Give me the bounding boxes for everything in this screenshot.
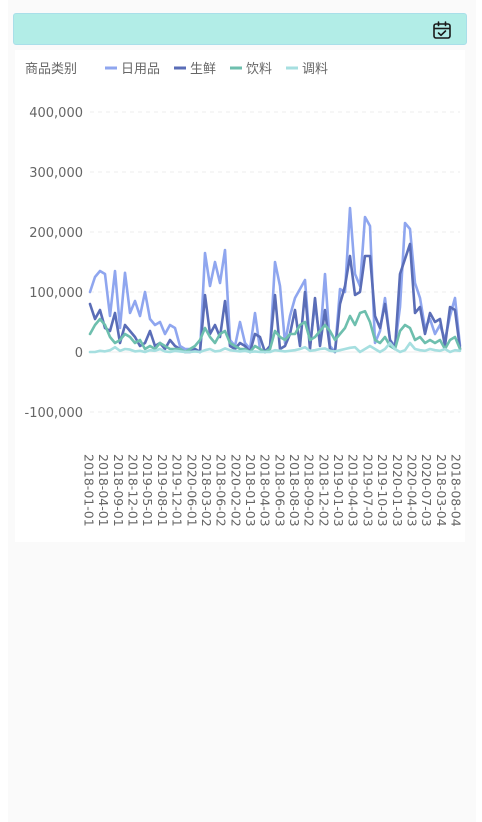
legend: 商品类别 日用品 生鲜 饮料 调料 — [25, 62, 328, 77]
y-tick-label: 100,000 — [29, 286, 83, 301]
x-tick-label: 2020-06-01 — [184, 454, 199, 527]
x-tick-label: 2019-01-03 — [331, 454, 346, 527]
series-line-3[interactable] — [88, 341, 462, 354]
x-tick-label: 2018-09-01 — [111, 454, 126, 527]
x-tick-label: 2018-01-01 — [82, 454, 97, 527]
line-chart: 商品类别 日用品 生鲜 饮料 调料 -100,000 0 100,000 200,000 30… — [25, 62, 464, 527]
legend-label[interactable]: 饮料 — [246, 62, 272, 77]
chart-card: 商品类别 日用品 生鲜 饮料 调料 -100,000 0 100,000 200,000 30… — [15, 50, 465, 542]
y-tick-label: 300,000 — [29, 166, 83, 181]
legend-label[interactable]: 生鲜 — [190, 62, 216, 77]
series-group — [88, 206, 462, 354]
x-tick-label: 2019-10-03 — [375, 454, 390, 527]
x-tick-label: 2018-03-02 — [199, 454, 214, 527]
x-tick-label: 2018-08-04 — [449, 454, 464, 527]
x-tick-label: 2019-05-01 — [140, 454, 155, 527]
x-tick-label: 2019-08-01 — [155, 454, 170, 527]
x-tick-label: 2018-06-02 — [214, 454, 229, 527]
x-tick-label: 2019-07-03 — [360, 454, 375, 527]
x-tick-label: 2018-12-02 — [316, 454, 331, 527]
x-tick-label: 2020-04-03 — [404, 454, 419, 527]
legend-label[interactable]: 日用品 — [121, 62, 160, 77]
series-line-2[interactable] — [88, 309, 462, 354]
x-tick-label: 2018-01-03 — [243, 454, 258, 527]
x-axis: 2018-01-01 2018-04-01 2018-09-01 2018-12-01… — [82, 454, 464, 527]
x-tick-label: 2018-04-01 — [96, 454, 111, 527]
legend-title: 商品类别 — [25, 62, 77, 77]
x-tick-label: 2020-02-02 — [228, 454, 243, 527]
x-tick-label: 2018-09-02 — [302, 454, 317, 527]
x-tick-label: 2018-06-03 — [272, 454, 287, 527]
x-tick-label: 2020-01-03 — [390, 454, 405, 527]
x-tick-label: 2018-12-01 — [126, 454, 141, 527]
y-tick-label: -100,000 — [25, 406, 83, 421]
x-tick-label: 2019-04-03 — [346, 454, 361, 527]
header-bar — [13, 13, 467, 45]
calendar-check-icon[interactable] — [432, 20, 452, 40]
series-line-1[interactable] — [88, 242, 462, 354]
y-axis: -100,000 0 100,000 200,000 300,000 400,000 — [25, 106, 83, 421]
y-tick-label: 0 — [75, 346, 83, 361]
x-tick-label: 2018-04-03 — [258, 454, 273, 527]
y-tick-label: 400,000 — [29, 106, 83, 121]
legend-label[interactable]: 调料 — [302, 62, 328, 77]
x-tick-label: 2020-07-03 — [419, 454, 434, 527]
series-line-0[interactable] — [88, 206, 462, 354]
y-tick-label: 200,000 — [29, 226, 83, 241]
x-tick-label: 2019-12-01 — [170, 454, 185, 527]
x-tick-label: 2018-03-04 — [434, 454, 449, 527]
x-tick-label: 2018-08-03 — [287, 454, 302, 527]
